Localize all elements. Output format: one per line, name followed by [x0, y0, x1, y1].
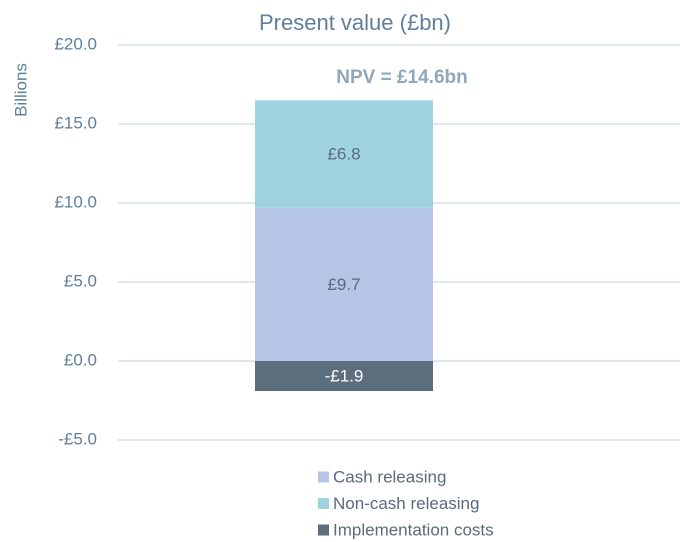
y-tick-label: £5.0: [64, 271, 97, 290]
y-axis-label: Billions: [11, 63, 30, 117]
y-tick-label: £10.0: [54, 192, 97, 211]
data-label: £9.7: [327, 275, 360, 294]
chart-title: Present value (£bn): [259, 10, 451, 35]
annotation: NPV = £14.6bn: [336, 67, 467, 88]
y-tick-label: -£5.0: [58, 429, 97, 448]
bar-segment: [255, 207, 433, 361]
legend-label: Cash releasing: [333, 467, 446, 486]
y-tick-label: £15.0: [54, 113, 97, 132]
legend-swatch: [318, 498, 329, 509]
legend-label: Non-cash releasing: [333, 494, 479, 513]
legend-label: Implementation costs: [333, 520, 494, 539]
bar-segment: [255, 361, 433, 392]
data-label: -£1.9: [325, 366, 364, 385]
bar-segment: [255, 100, 433, 208]
legend-swatch: [318, 471, 329, 483]
legend-swatch: [318, 524, 329, 536]
y-tick-label: £20.0: [54, 34, 97, 53]
y-tick-label: £0.0: [64, 350, 97, 369]
data-label: £6.8: [327, 145, 360, 164]
